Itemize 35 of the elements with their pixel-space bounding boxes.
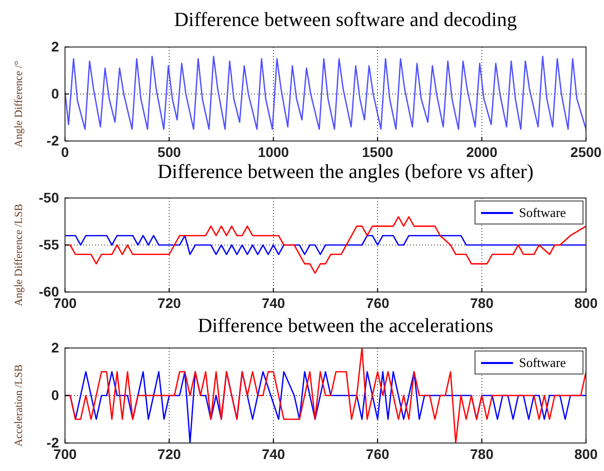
- y-tick-label: 0: [51, 85, 60, 102]
- x-tick-label: 0: [61, 144, 70, 160]
- y-tick-label: -2: [46, 132, 60, 148]
- x-tick-label: 760: [366, 294, 390, 311]
- x-tick-label: 720: [158, 446, 182, 462]
- legend-label: Software: [519, 205, 566, 220]
- y-tick-label: 2: [51, 38, 60, 54]
- y-tick-label: -50: [38, 189, 60, 206]
- x-tick-label: 1500: [362, 144, 394, 160]
- x-tick-label: 500: [158, 144, 182, 160]
- y-tick-label: 2: [51, 339, 60, 356]
- y-axis-title: Angle Difference /°: [13, 60, 25, 148]
- x-tick-label: 2500: [570, 144, 602, 160]
- y-tick-label: -55: [38, 236, 60, 252]
- x-tick-label: 1000: [258, 144, 290, 160]
- line-series: [65, 348, 586, 443]
- x-tick-label: 2000: [466, 144, 498, 160]
- y-tick-label: -60: [38, 283, 60, 300]
- x-tick-label: 760: [366, 446, 390, 462]
- y-tick-label: -2: [46, 434, 60, 450]
- chart-title: Difference between software and decoding: [174, 9, 517, 31]
- chart-title: Difference between the accelerations: [198, 315, 494, 337]
- y-tick-label: 0: [51, 386, 60, 403]
- x-tick-label: 740: [262, 446, 286, 462]
- x-tick-label: 780: [470, 294, 494, 311]
- x-tick-label: 740: [262, 294, 286, 311]
- y-axis-title: Angle Difference /LSB: [13, 204, 25, 306]
- chart-title: Difference between the angles (before vs after): [157, 161, 534, 183]
- x-tick-label: 780: [470, 446, 494, 462]
- x-tick-label: 800: [574, 446, 598, 462]
- x-tick-label: 800: [574, 294, 598, 311]
- x-tick-label: 720: [158, 294, 182, 311]
- y-axis-title: Acceleration /LSB: [13, 364, 25, 447]
- legend-label: Software: [519, 355, 566, 370]
- line-series: [65, 56, 586, 130]
